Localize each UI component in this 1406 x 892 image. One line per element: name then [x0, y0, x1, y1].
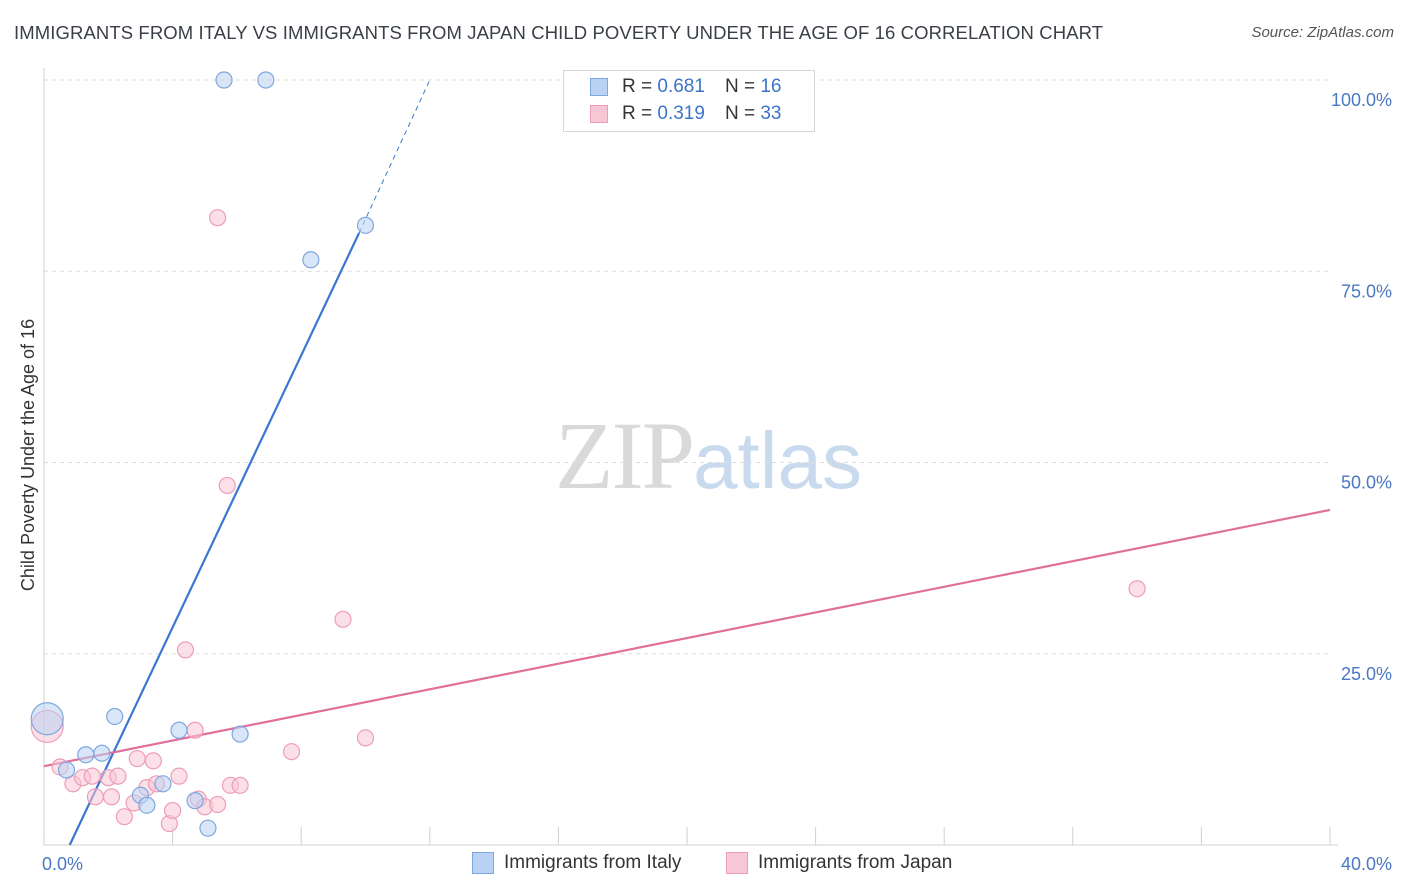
legend-japan-n-label: N =: [724, 103, 756, 124]
watermark: ZIPatlas: [555, 400, 862, 511]
point-italy: [106, 707, 124, 726]
point-italy: [257, 71, 275, 89]
series-legend-japan[interactable]: Immigrants from Japan: [726, 852, 952, 874]
point-japan: [334, 610, 352, 628]
source-label: Source: ZipAtlas.com: [1251, 24, 1394, 41]
point-italy: [93, 744, 111, 762]
point-japan: [209, 795, 227, 814]
legend-italy-r: 0.681: [657, 76, 705, 97]
point-japan: [209, 209, 227, 227]
point-japan: [86, 788, 105, 806]
series-legend: Immigrants from Italy Immigrants from Ja…: [0, 852, 1406, 878]
point-japan: [218, 476, 236, 495]
point-italy: [356, 216, 375, 234]
series-legend-italy[interactable]: Immigrants from Italy: [472, 852, 681, 874]
watermark-zip: ZIP: [555, 402, 695, 509]
point-italy: [231, 725, 249, 743]
point-italy: [215, 71, 233, 89]
series-swatch-japan: [726, 852, 748, 874]
legend-japan-r-label: R =: [622, 103, 653, 124]
tick-labels: 25.0% 50.0% 75.0% 100.0% 0.0% 40.0%: [42, 90, 1392, 874]
point-japan: [83, 767, 101, 785]
point-japan: [164, 801, 182, 820]
legend-swatch-italy: [590, 78, 608, 96]
x-tick-label: 40.0%: [1341, 854, 1392, 874]
point-japan: [1128, 580, 1146, 598]
point-japan: [282, 743, 301, 761]
point-japan: [109, 767, 127, 785]
x-tick-label: 0.0%: [42, 854, 83, 874]
point-italy: [170, 721, 188, 739]
point-japan: [356, 729, 375, 747]
legend-japan-n: 33: [760, 103, 782, 124]
legend-italy-n: 16: [760, 76, 782, 97]
point-italy: [199, 819, 217, 837]
point-japan: [176, 641, 195, 659]
series-legend-japan-label: Immigrants from Japan: [758, 852, 953, 873]
legend-row-japan: R = 0.319 N = 33: [590, 102, 781, 126]
legend-japan-r: 0.319: [657, 103, 705, 124]
y-tick-label: 75.0%: [1341, 281, 1392, 301]
point-italy: [302, 251, 320, 269]
gridlines: [44, 79, 1330, 655]
trend-line-italy: [68, 232, 361, 846]
series-swatch-italy: [472, 852, 494, 874]
series-legend-italy-label: Immigrants from Italy: [504, 852, 682, 873]
legend-row-italy: R = 0.681 N = 16: [590, 75, 781, 99]
legend-italy-r-label: R =: [622, 76, 653, 97]
point-italy: [30, 702, 64, 736]
y-tick-label: 50.0%: [1341, 473, 1392, 493]
trend-line-italy-extension: [358, 79, 431, 234]
point-japan: [186, 721, 204, 739]
point-italy: [138, 796, 156, 814]
watermark-atlas: atlas: [693, 416, 862, 505]
point-japan: [128, 749, 146, 768]
point-japan: [231, 776, 249, 794]
trend-lines: [43, 79, 1331, 846]
point-japan: [115, 808, 133, 826]
y-tick-label: 100.0%: [1331, 90, 1392, 110]
point-italy: [186, 792, 204, 810]
trend-line-japan: [43, 508, 1331, 768]
legend-italy-n-label: N =: [724, 76, 756, 97]
data-points: [30, 71, 1146, 837]
point-italy: [57, 761, 76, 779]
y-tick-label: 25.0%: [1341, 664, 1392, 684]
point-italy: [77, 746, 95, 764]
point-japan: [102, 788, 121, 806]
legend-swatch-japan: [590, 105, 608, 123]
y-axis-label: Child Poverty Under the Age of 16: [18, 319, 38, 591]
point-japan: [144, 752, 162, 770]
point-italy: [154, 775, 172, 793]
chart-title: IMMIGRANTS FROM ITALY VS IMMIGRANTS FROM…: [14, 22, 1104, 43]
point-japan: [170, 767, 188, 785]
stats-legend: R = 0.681 N = 16 R = 0.319 N = 33: [563, 70, 815, 132]
